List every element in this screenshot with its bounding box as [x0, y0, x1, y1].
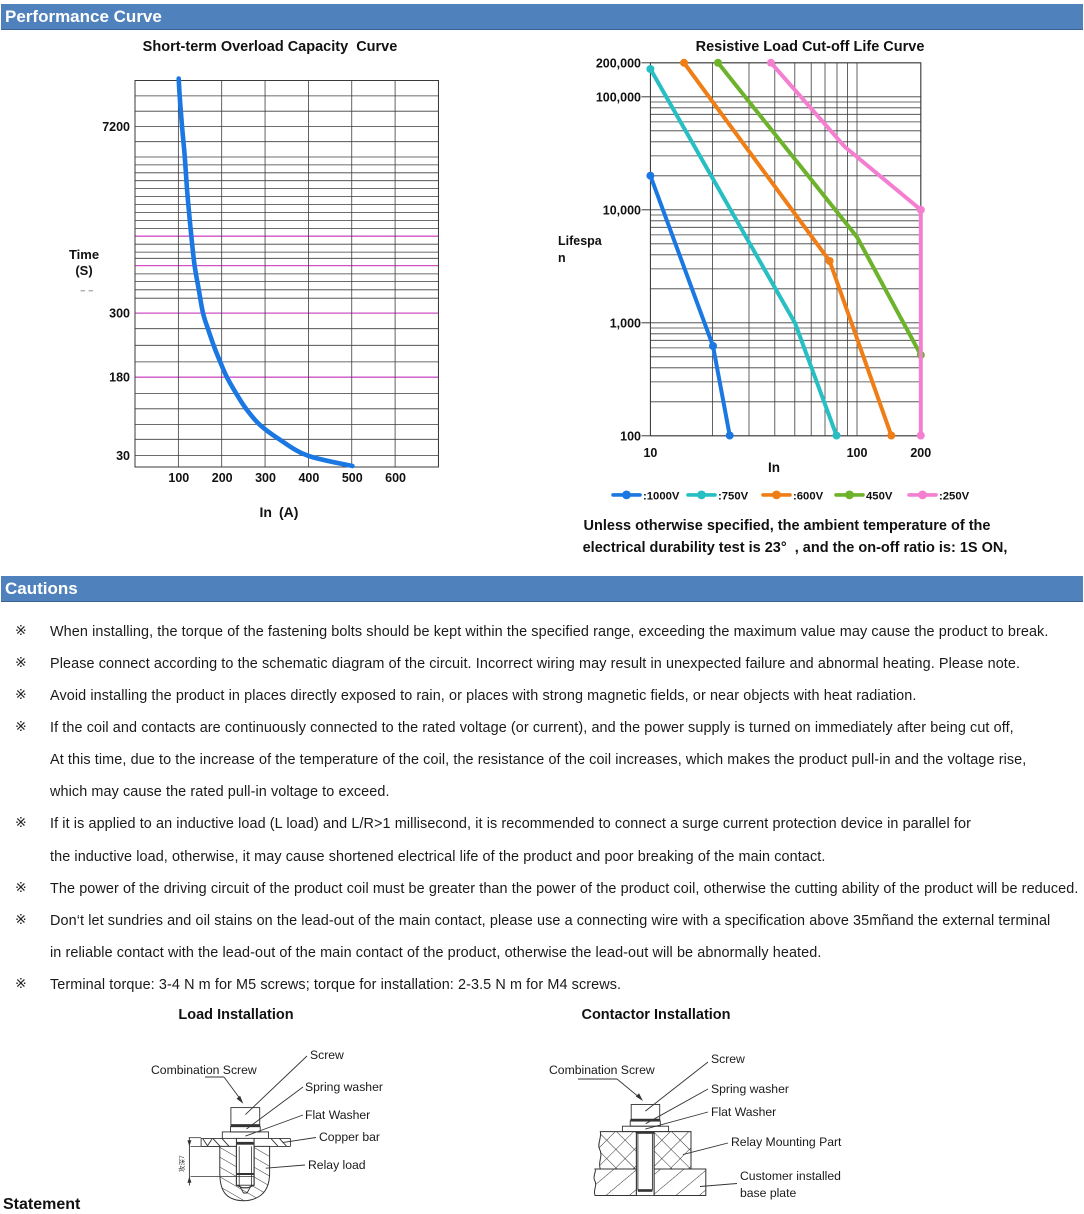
- svg-text:500: 500: [342, 471, 363, 485]
- svg-text:10: 10: [643, 446, 657, 460]
- svg-text:Relay load: Relay load: [308, 1158, 366, 1172]
- svg-text:Screw: Screw: [310, 1048, 344, 1062]
- svg-text:300: 300: [255, 471, 276, 485]
- svg-text:Flat Washer: Flat Washer: [711, 1105, 776, 1119]
- svg-text:Spring washer: Spring washer: [711, 1082, 789, 1096]
- svg-text:Combination Screw: Combination Screw: [151, 1063, 257, 1077]
- svg-text:100,000: 100,000: [596, 90, 641, 104]
- svg-text:100: 100: [620, 429, 641, 443]
- svg-text:30: 30: [116, 449, 130, 463]
- svg-text:600: 600: [385, 471, 406, 485]
- svg-text:In: In: [768, 460, 780, 475]
- svg-text:Customer installed: Customer installed: [740, 1169, 841, 1183]
- svg-text:Relay Mounting Part: Relay Mounting Part: [731, 1135, 842, 1149]
- svg-text:1,000: 1,000: [610, 316, 641, 330]
- svg-text:n: n: [558, 251, 566, 265]
- svg-text:100: 100: [168, 471, 189, 485]
- svg-text::1000V: :1000V: [643, 490, 680, 502]
- svg-text:Combination Screw: Combination Screw: [549, 1063, 655, 1077]
- svg-text:180: 180: [109, 371, 130, 385]
- svg-text::250V: :250V: [939, 490, 970, 502]
- svg-text::750V: :750V: [718, 490, 749, 502]
- svg-text:Lifespa: Lifespa: [558, 234, 603, 248]
- svg-text:100: 100: [847, 446, 868, 460]
- svg-text:(S): (S): [75, 263, 92, 278]
- svg-text:攻深7: 攻深7: [177, 1155, 186, 1172]
- svg-text:Copper bar: Copper bar: [319, 1130, 380, 1144]
- svg-text:200: 200: [212, 471, 233, 485]
- svg-text:Flat Washer: Flat Washer: [305, 1108, 370, 1122]
- svg-text:7200: 7200: [102, 120, 130, 134]
- svg-text::600V: :600V: [793, 490, 824, 502]
- svg-text:400: 400: [298, 471, 319, 485]
- svg-text:300: 300: [109, 307, 130, 321]
- svg-text:base plate: base plate: [740, 1186, 796, 1200]
- svg-text:10,000: 10,000: [603, 203, 641, 217]
- svg-text:Screw: Screw: [711, 1052, 745, 1066]
- svg-text:Spring washer: Spring washer: [305, 1080, 383, 1094]
- svg-text:450V: 450V: [866, 490, 893, 502]
- svg-text:200,000: 200,000: [596, 56, 641, 70]
- svg-text:Time: Time: [69, 247, 99, 262]
- svg-text:In (A): In (A): [260, 504, 299, 520]
- svg-text:200: 200: [910, 446, 931, 460]
